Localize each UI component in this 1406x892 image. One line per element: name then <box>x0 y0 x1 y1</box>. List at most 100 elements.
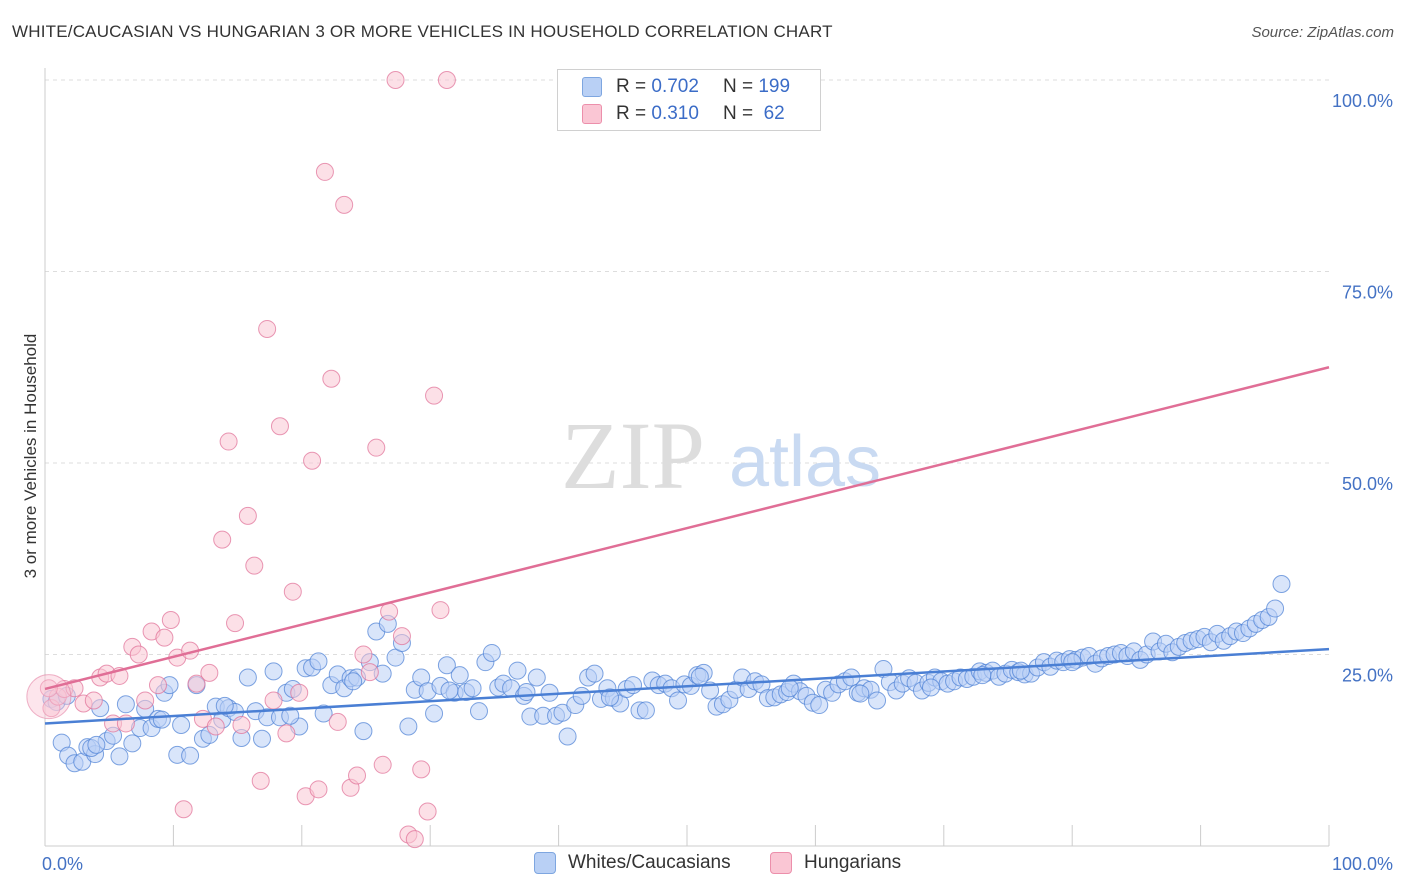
y-tick-label: 100.0% <box>1332 91 1393 111</box>
point-hungarians <box>232 715 251 734</box>
legend-row-hungarians: R = 0.310 N = 62 <box>582 101 785 127</box>
point-hungarians <box>354 645 373 664</box>
point-whites <box>110 747 129 766</box>
point-hungarians <box>136 691 155 710</box>
point-hungarians <box>392 627 411 646</box>
point-hungarians <box>213 530 232 549</box>
point-hungarians <box>348 766 367 785</box>
point-hungarians <box>290 683 309 702</box>
point-whites <box>469 702 488 721</box>
point-whites <box>810 696 829 715</box>
point-whites <box>482 643 501 662</box>
point-whites <box>868 691 887 710</box>
point-hungarians <box>303 451 322 470</box>
point-whites <box>669 691 688 710</box>
point-hungarians <box>309 780 328 799</box>
point-hungarians <box>277 724 296 743</box>
point-hungarians <box>206 717 225 736</box>
point-whites <box>690 667 709 686</box>
point-hungarians <box>155 628 174 647</box>
legend-r-label: R = <box>616 76 647 97</box>
trend-line-hungarians <box>44 366 1330 691</box>
legend-swatch-hungarians <box>582 104 602 124</box>
point-whites <box>215 696 234 715</box>
legend-row-whites: R = 0.702 N = 199 <box>582 74 790 100</box>
point-whites <box>600 688 619 707</box>
stats-legend: R = 0.702 N = 199 R = 0.310 N = 62 <box>557 69 821 131</box>
point-hungarians <box>174 800 193 819</box>
point-hungarians <box>238 506 257 525</box>
point-hungarians <box>270 417 289 436</box>
point-hungarians <box>148 676 167 695</box>
point-whites <box>440 681 459 700</box>
bottom-legend-swatch-hungarians <box>770 852 792 874</box>
bottom-legend-label-whites: Whites/Caucasians <box>568 852 731 873</box>
bottom-legend-hungarians: Hungarians <box>770 852 901 874</box>
points-hungarians <box>26 71 456 849</box>
point-whites <box>585 664 604 683</box>
point-whites <box>252 729 271 748</box>
point-hungarians <box>245 556 264 575</box>
point-hungarians <box>226 614 245 633</box>
point-hungarians <box>425 386 444 405</box>
points-whites <box>42 575 1291 773</box>
point-hungarians <box>264 691 283 710</box>
trend-lines <box>44 366 1330 725</box>
trend-line-whites <box>44 647 1330 725</box>
point-hungarians <box>360 663 379 682</box>
point-hungarians <box>258 319 277 338</box>
point-whites <box>354 722 373 741</box>
point-whites <box>281 706 300 725</box>
point-hungarians <box>380 602 399 621</box>
point-hungarians <box>26 674 72 720</box>
point-hungarians <box>437 71 456 89</box>
point-whites <box>181 746 200 765</box>
point-whites <box>527 668 546 687</box>
point-whites <box>921 678 940 697</box>
point-whites <box>780 679 799 698</box>
point-whites <box>314 704 333 723</box>
watermark: ZIP atlas <box>561 402 881 509</box>
point-whites <box>344 672 363 691</box>
point-hungarians <box>283 582 302 601</box>
point-hungarians <box>335 195 354 214</box>
point-whites <box>973 666 992 685</box>
bottom-legend-label-hungarians: Hungarians <box>804 852 902 873</box>
legend-r-label: R = <box>616 103 647 124</box>
point-whites <box>1266 599 1285 618</box>
bottom-legend-whites: Whites/Caucasians <box>534 852 731 874</box>
point-hungarians <box>328 712 347 731</box>
point-whites <box>264 662 283 681</box>
watermark-atlas: atlas <box>729 422 881 502</box>
point-hungarians <box>418 802 437 821</box>
point-whites <box>437 656 456 675</box>
y-axis-label: 3 or more Vehicles in Household <box>21 334 40 579</box>
point-hungarians <box>187 674 206 693</box>
point-whites <box>399 717 418 736</box>
point-whites <box>450 666 469 685</box>
point-whites <box>636 701 655 720</box>
point-whites <box>123 734 142 753</box>
point-whites <box>558 727 577 746</box>
chart-title: WHITE/CAUCASIAN VS HUNGARIAN 3 OR MORE V… <box>12 22 833 41</box>
grid-lines <box>45 79 1329 655</box>
point-whites <box>172 715 191 734</box>
point-hungarians <box>322 369 341 388</box>
point-whites <box>851 684 870 703</box>
point-whites <box>1063 653 1082 672</box>
point-hungarians <box>315 162 334 181</box>
legend-r-value: 0.702 <box>651 76 699 97</box>
source-label: Source: ZipAtlas.com <box>1251 24 1394 41</box>
point-hungarians <box>367 438 386 457</box>
point-whites <box>238 668 257 687</box>
legend-swatch-whites <box>582 77 602 97</box>
tick-labels: 25.0% 50.0% 75.0% 100.0% 0.0% 100.0% <box>42 91 1393 874</box>
y-tick-label: 50.0% <box>1342 474 1393 494</box>
point-whites <box>152 710 171 729</box>
legend-n-value: 199 <box>758 76 791 97</box>
point-hungarians <box>219 432 238 451</box>
y-tick-label: 75.0% <box>1342 283 1393 303</box>
point-whites <box>508 661 527 680</box>
point-whites <box>624 676 643 695</box>
